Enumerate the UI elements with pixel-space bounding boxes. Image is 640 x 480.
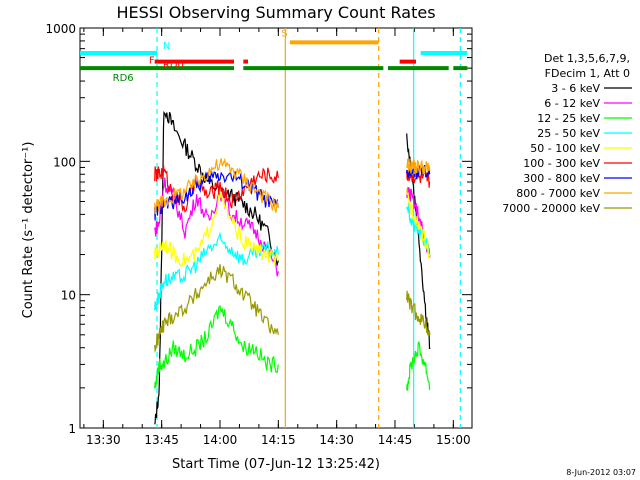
x-tick-label: 15:00 (436, 433, 471, 447)
series-line-6-12-kev (406, 187, 431, 258)
plot-layer: 13:30 13:45 14:00 14:15 14:30 14:45 15:00 1 10 10… (45, 22, 473, 447)
flag-label-s: S (281, 28, 287, 39)
plot-frame (79, 27, 473, 429)
x-tick-label: 14:30 (319, 433, 354, 447)
legend-header-line2: FDecim 1, Att 0 (545, 67, 630, 80)
series-line-12-25-kev (406, 341, 431, 391)
legend-entry-25-50-kev: 25 - 50 keV (537, 127, 600, 140)
legend-entry-6-12-kev: 6 - 12 keV (544, 97, 600, 110)
y-axis-label: Count Rate (s⁻¹ detector⁻¹) (21, 142, 36, 319)
series-line-800-7000-kev (406, 158, 431, 175)
x-tick-label: 14:45 (378, 433, 413, 447)
series-line-7000-20000-kev (406, 290, 431, 336)
series-line-12-25-kev (154, 304, 279, 389)
legend-header-line1: Det 1,3,5,6,7,9, (544, 52, 630, 65)
series-line-50-100-kev (154, 191, 279, 268)
legend-entry-800-7000-kev: 800 - 7000 keV (516, 187, 600, 200)
series-line-800-7000-kev (154, 157, 279, 215)
x-tick-label: 13:30 (86, 433, 121, 447)
chart-title: HESSI Observing Summary Count Rates (116, 3, 435, 22)
x-tick-label: 14:00 (203, 433, 238, 447)
flag-label-n: N (163, 41, 170, 52)
y-tick-label: 1000 (45, 22, 76, 36)
x-axis-label: Start Time (07-Jun-12 13:25:42) (172, 457, 380, 472)
y-tick-label: 10 (61, 289, 76, 303)
series-line-6-12-kev (154, 177, 279, 277)
series-line-300-800-kev (406, 162, 431, 180)
legend-entry-7000-20000-kev: 7000 - 20000 keV (502, 202, 600, 215)
timestamp: 8-Jun-2012 03:07 (566, 468, 636, 477)
flag-label-rd6: RD6 (113, 73, 134, 84)
flag-label-f: F (149, 56, 155, 67)
series-line-100-300-kev (154, 164, 279, 213)
series-line-50-100-kev (406, 188, 431, 259)
x-tick-label: 14:15 (261, 433, 296, 447)
legend: 3 - 6 keV 6 - 12 keV 12 - 25 keV 25 - 50 ke… (502, 82, 632, 215)
legend-entry-3-6-kev: 3 - 6 keV (551, 82, 600, 95)
series-line-3-6-kev (154, 110, 279, 425)
x-tick-label: 13:45 (144, 433, 179, 447)
series-line-7000-20000-kev (154, 264, 279, 353)
y-tick-label: 100 (53, 155, 76, 169)
legend-entry-50-100-kev: 50 - 100 keV (530, 142, 600, 155)
legend-entry-100-300-kev: 100 - 300 keV (523, 157, 600, 170)
flag-label-rd0: RD0 (163, 60, 184, 71)
legend-entry-12-25-kev: 12 - 25 keV (537, 112, 600, 125)
y-tick-label: 1 (68, 422, 76, 436)
legend-entry-300-800-kev: 300 - 800 keV (523, 172, 600, 185)
series-line-25-50-kev (406, 202, 431, 258)
